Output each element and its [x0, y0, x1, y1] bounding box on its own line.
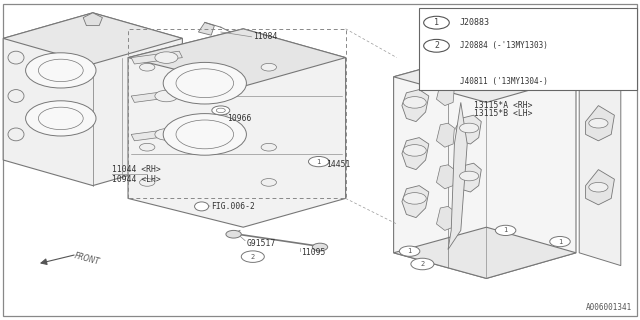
Polygon shape	[83, 13, 102, 26]
Circle shape	[261, 179, 276, 186]
Circle shape	[403, 97, 426, 108]
Circle shape	[241, 251, 264, 262]
Polygon shape	[402, 138, 429, 170]
Text: 13115*B <LH>: 13115*B <LH>	[474, 109, 532, 118]
Polygon shape	[3, 13, 182, 64]
Text: 10944 <LH>: 10944 <LH>	[112, 175, 161, 184]
Polygon shape	[586, 106, 614, 141]
Circle shape	[495, 225, 516, 236]
Circle shape	[589, 118, 608, 128]
Bar	[419, 8, 637, 90]
Text: 1: 1	[558, 239, 562, 244]
Polygon shape	[394, 227, 576, 278]
Text: 2: 2	[251, 254, 255, 260]
Text: 1: 1	[434, 18, 439, 27]
Circle shape	[212, 106, 230, 115]
Circle shape	[317, 158, 330, 165]
Polygon shape	[402, 90, 429, 122]
Text: 11044 <RH>: 11044 <RH>	[112, 165, 161, 174]
Circle shape	[155, 52, 178, 63]
Text: 13115*A <RH>: 13115*A <RH>	[474, 101, 532, 110]
Circle shape	[460, 171, 479, 181]
Polygon shape	[131, 51, 182, 64]
Circle shape	[424, 16, 449, 29]
Polygon shape	[586, 170, 614, 205]
Polygon shape	[131, 90, 182, 102]
Circle shape	[26, 53, 96, 88]
Ellipse shape	[195, 202, 209, 211]
Polygon shape	[448, 102, 467, 250]
Text: A006001341: A006001341	[586, 303, 632, 312]
Circle shape	[550, 236, 570, 247]
Polygon shape	[436, 82, 454, 106]
Text: G91517: G91517	[246, 239, 276, 248]
Text: 1: 1	[317, 159, 321, 164]
Text: J20884 (-'13MY1303): J20884 (-'13MY1303)	[460, 41, 547, 50]
Ellipse shape	[8, 90, 24, 102]
Text: J20883: J20883	[460, 18, 490, 27]
Polygon shape	[402, 186, 429, 218]
Ellipse shape	[8, 51, 24, 64]
Text: 11084: 11084	[253, 32, 277, 41]
Text: 2: 2	[434, 41, 439, 50]
Circle shape	[140, 143, 155, 151]
Circle shape	[424, 39, 449, 52]
Text: J40811 ('13MY1304-): J40811 ('13MY1304-)	[460, 77, 547, 86]
Circle shape	[399, 246, 420, 256]
Ellipse shape	[8, 128, 24, 141]
Polygon shape	[456, 163, 481, 192]
Circle shape	[261, 143, 276, 151]
Polygon shape	[579, 77, 621, 266]
Circle shape	[163, 62, 246, 104]
Polygon shape	[394, 51, 576, 278]
Circle shape	[403, 193, 426, 204]
Circle shape	[411, 258, 434, 270]
Circle shape	[589, 182, 608, 192]
Polygon shape	[436, 206, 454, 230]
Circle shape	[140, 63, 155, 71]
Text: 11095: 11095	[301, 248, 325, 257]
Circle shape	[312, 243, 328, 251]
Circle shape	[460, 123, 479, 133]
Polygon shape	[394, 51, 576, 102]
Polygon shape	[3, 13, 182, 186]
Polygon shape	[128, 29, 346, 227]
Text: FIG.006-2: FIG.006-2	[211, 202, 255, 211]
Circle shape	[155, 129, 178, 140]
Polygon shape	[436, 165, 454, 189]
Polygon shape	[456, 115, 481, 144]
Circle shape	[226, 230, 241, 238]
Text: 1: 1	[504, 228, 508, 233]
Polygon shape	[131, 128, 182, 141]
Circle shape	[155, 90, 178, 102]
Polygon shape	[198, 22, 214, 35]
Polygon shape	[436, 123, 454, 147]
Polygon shape	[128, 29, 346, 86]
Circle shape	[163, 114, 246, 155]
Text: 14451: 14451	[326, 160, 351, 169]
Text: 1: 1	[408, 248, 412, 254]
Circle shape	[140, 179, 155, 186]
Circle shape	[26, 101, 96, 136]
Text: FRONT: FRONT	[74, 251, 101, 266]
Circle shape	[403, 145, 426, 156]
Text: 10966: 10966	[227, 114, 252, 123]
Circle shape	[261, 63, 276, 71]
Text: 2: 2	[420, 261, 424, 267]
Circle shape	[308, 156, 329, 167]
